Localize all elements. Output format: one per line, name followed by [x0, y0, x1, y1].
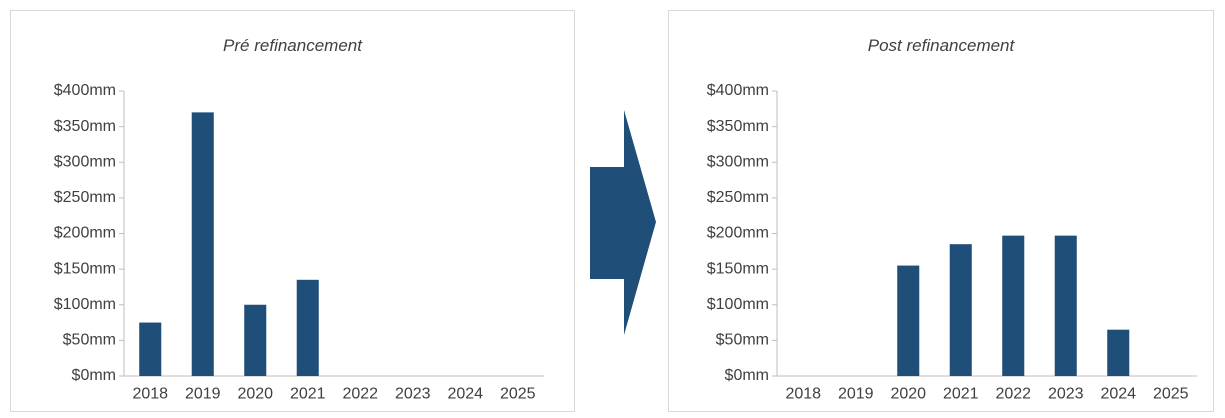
pre-x-tick-label: 2021	[290, 385, 326, 402]
post-x-tick-label: 2023	[1048, 385, 1084, 402]
post-y-tick-label: $200mm	[707, 225, 769, 242]
right-arrow-icon	[590, 110, 656, 335]
post-x-tick-label: 2019	[838, 385, 874, 402]
pre-y-tick-label: $200mm	[54, 225, 116, 242]
post-x-tick-label: 2024	[1100, 385, 1136, 402]
post-x-tick-label: 2020	[890, 385, 926, 402]
bar-chart-post: $0mm $50mm $100mm $150mm $200mm $250mm $300mm $…	[707, 82, 1197, 402]
post-y-tick-label: $400mm	[707, 82, 769, 99]
pre-bar-2019	[191, 112, 214, 376]
pre-x-tick-label: 2020	[237, 385, 273, 402]
pre-x-tick-label: 2024	[447, 385, 483, 402]
post-y-tick-label: $300mm	[707, 153, 769, 170]
pre-x-tick-label: 2022	[342, 385, 378, 402]
pre-y-tick-label: $400mm	[54, 82, 116, 99]
pre-bar-2018	[139, 322, 162, 376]
post-x-tick-label: 2018	[785, 385, 821, 402]
pre-y-tick-label: $0mm	[72, 367, 116, 384]
pre-x-tick-label: 2018	[132, 385, 168, 402]
pre-y-tick-label: $300mm	[54, 153, 116, 170]
post-y-tick-label: $250mm	[707, 189, 769, 206]
pre-y-tick-label: $50mm	[63, 332, 116, 349]
post-x-tick-label: 2022	[995, 385, 1031, 402]
pre-y-tick-label: $150mm	[54, 260, 116, 277]
post-y-tick-label: $0mm	[725, 367, 769, 384]
pre-x-tick-label: 2025	[500, 385, 536, 402]
post-x-tick-label: 2021	[943, 385, 979, 402]
pre-bar-2021	[296, 279, 319, 376]
post-bar-2022	[1002, 235, 1025, 376]
chart-title-post: Post refinancement	[867, 36, 1015, 55]
post-y-tick-label: $350mm	[707, 118, 769, 135]
post-y-tick-label: $50mm	[716, 332, 769, 349]
chart-title-pre: Pré refinancement	[223, 36, 362, 55]
bar-chart-pre: $0mm $50mm $100mm $150mm $200mm $250mm $300mm $…	[54, 82, 544, 402]
post-y-tick-label: $100mm	[707, 296, 769, 313]
post-y-tick-label: $150mm	[707, 260, 769, 277]
pre-y-tick-label: $350mm	[54, 118, 116, 135]
chart-panel-pre: Pré refinancement $0mm $50mm $100mm $150mm $…	[10, 10, 575, 412]
post-bar-2020	[897, 265, 920, 376]
post-bar-2021	[949, 244, 972, 376]
post-bar-2023	[1054, 235, 1077, 376]
post-bar-2024	[1107, 329, 1130, 376]
pre-bar-2020	[244, 304, 267, 376]
pre-x-tick-label: 2023	[395, 385, 431, 402]
pre-y-tick-label: $250mm	[54, 189, 116, 206]
pre-y-tick-label: $100mm	[54, 296, 116, 313]
chart-panel-post: Post refinancement $0mm $50mm $100mm $150mm…	[668, 10, 1214, 412]
post-x-tick-label: 2025	[1153, 385, 1189, 402]
pre-x-tick-label: 2019	[185, 385, 221, 402]
